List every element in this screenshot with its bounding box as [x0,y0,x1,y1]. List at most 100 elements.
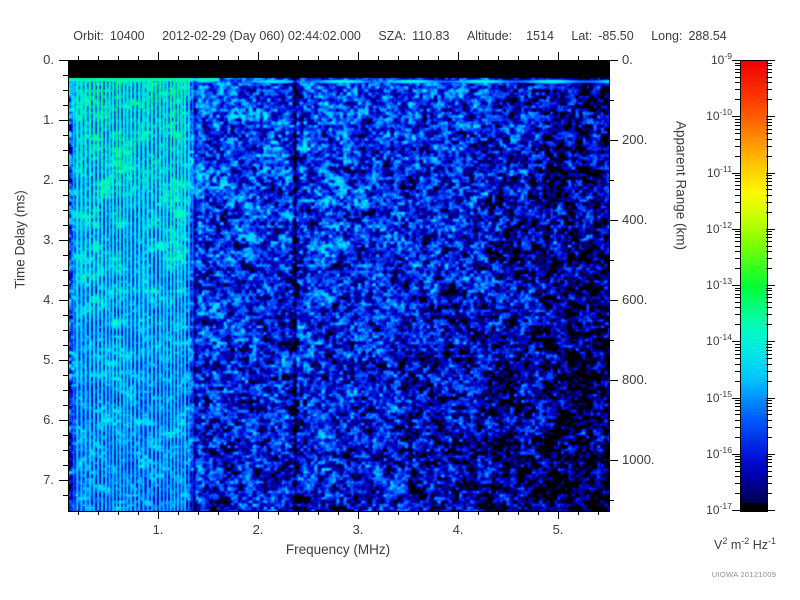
x-axis-minor-tick-top [238,56,239,61]
x-axis-minor-tick [238,510,239,515]
colorbar-minor-tick-left [735,125,741,126]
colorbar-minor-tick-right [766,347,772,348]
x-axis-minor-tick-top [598,56,599,61]
colorbar-minor-tick-left [735,437,741,438]
colorbar-tick-mantissa: 10 [710,53,725,67]
colorbar-tick-label: 10-12 [680,220,732,236]
colorbar-minor-tick-left [735,69,741,70]
y-axis-left-minor-tick [63,435,69,436]
x-axis-minor-tick-top [178,56,179,61]
y-axis-left-major-tick [59,180,69,181]
colorbar-major-tick-right [766,398,775,399]
y-axis-left-minor-tick [63,150,69,151]
colorbar-minor-tick-left [735,290,741,291]
colorbar-minor-tick-left [735,307,741,308]
colorbar-minor-tick-right [766,146,772,147]
colorbar-tick-label: 10-15 [680,389,732,405]
colorbar-minor-tick-right [766,89,772,90]
y-axis-left-major-tick [59,60,69,61]
y-axis-right-major-tick [608,380,618,381]
colorbar-minor-tick-left [735,476,741,477]
colorbar-minor-tick-right [766,65,772,66]
colorbar-major-tick-left [732,116,741,117]
y-axis-right-tick-label: 600. [622,292,648,307]
colorbar-minor-tick-left [735,122,741,123]
y-axis-left-tick-label: 7. [43,472,54,487]
colorbar-major-tick-left [732,398,741,399]
colorbar-tick-exponent: -12 [719,220,732,230]
colorbar-major-tick-right [766,285,775,286]
colorbar-minor-tick-right [766,268,772,269]
x-axis-minor-tick-top [438,56,439,61]
colorbar-minor-tick-left [735,358,741,359]
colorbar-minor-tick-right [766,493,772,494]
y-axis-right-tick-label: 400. [622,212,648,227]
x-axis-tick-label: 1. [152,522,164,537]
colorbar-floor-band [741,503,767,511]
x-axis-minor-tick [598,510,599,515]
y-axis-left-minor-tick [63,135,69,136]
colorbar-minor-tick-right [766,290,772,291]
colorbar-minor-tick-left [735,241,741,242]
colorbar-minor-tick-right [766,125,772,126]
colorbar-minor-tick-left [735,77,741,78]
colorbar-minor-tick-right [766,189,772,190]
colorbar-tick-mantissa: 10 [706,166,721,180]
x-axis-minor-tick [438,510,439,515]
colorbar-minor-tick-left [735,414,741,415]
colorbar-minor-tick-left [735,344,741,345]
colorbar-minor-tick-right [766,358,772,359]
y-axis-left-major-tick [59,300,69,301]
y-axis-left-minor-tick [63,165,69,166]
colorbar-minor-tick-right [766,302,772,303]
y-axis-right-major-tick [608,140,618,141]
x-axis-major-tick [258,510,259,519]
colorbar-minor-tick-left [735,129,741,130]
colorbar-minor-tick-left [735,234,741,235]
x-axis-tick-label: 2. [252,522,264,537]
y-axis-right-minor-tick [608,260,614,261]
colorbar-minor-tick-right [766,459,772,460]
colorbar-minor-tick-left [735,294,741,295]
colorbar-major-tick-left [732,229,741,230]
x-axis-minor-tick-top [118,56,119,61]
x-axis-major-tick [558,510,559,519]
colorbar-minor-tick-right [766,69,772,70]
colorbar-tick-exponent: -17 [719,501,732,511]
x-axis-major-tick [158,510,159,519]
colorbar-minor-tick-left [735,364,741,365]
colorbar-major-tick-left [732,454,741,455]
colorbar-minor-tick-left [735,82,741,83]
y-axis-left-minor-tick [63,255,69,256]
colorbar-tick-label: 10-10 [680,107,732,123]
x-axis-minor-tick [198,510,199,515]
y-axis-left-minor-tick [63,330,69,331]
colorbar-minor-tick-left [735,237,741,238]
y-axis-right-minor-tick [608,180,614,181]
colorbar-minor-tick-left [735,212,741,213]
y-axis-left-major-tick [59,360,69,361]
colorbar-gradient [741,61,767,511]
colorbar-minor-tick-left [735,456,741,457]
x-axis-title: Frequency (MHz) [285,542,391,557]
colorbar-tick-mantissa: 10 [706,222,720,236]
x-axis-minor-tick [478,510,479,515]
x-axis-minor-tick [418,510,419,515]
y-axis-left-tick-label: 0. [43,52,54,67]
colorbar-minor-tick-left [735,258,741,259]
colorbar-minor-tick-left [735,185,741,186]
colorbar-minor-tick-right [766,195,772,196]
y-axis-left-minor-tick [63,105,69,106]
colorbar-major-tick-left [732,341,741,342]
x-axis-minor-tick [278,510,279,515]
colorbar-minor-tick-right [766,427,772,428]
y-axis-left-tick-label: 1. [43,112,54,127]
x-axis-minor-tick-top [498,56,499,61]
colorbar-minor-tick-right [766,294,772,295]
colorbar-minor-tick-left [735,195,741,196]
colorbar-minor-tick-right [766,456,772,457]
colorbar-minor-tick-left [735,371,741,372]
x-axis-minor-tick [118,510,119,515]
colorbar-minor-tick-right [766,371,772,372]
spectrogram-image [69,61,609,511]
